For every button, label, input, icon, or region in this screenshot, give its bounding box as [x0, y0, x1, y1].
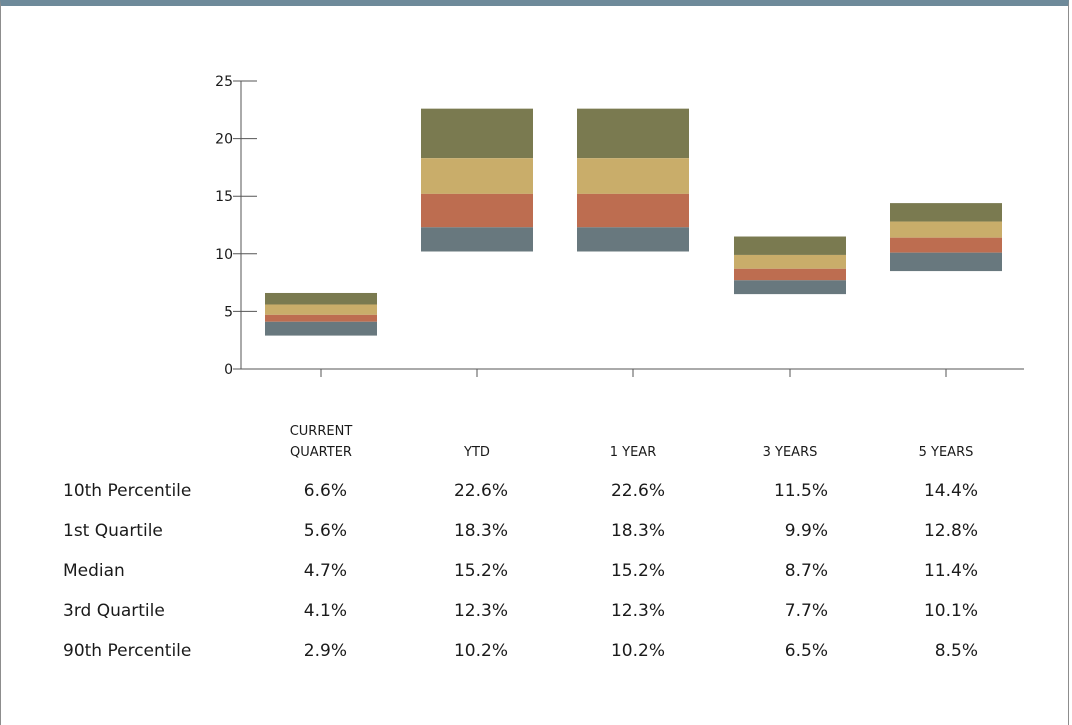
- bar-segment-3rd-quartile-to-90th: [265, 321, 377, 336]
- column-header: YTD: [417, 442, 537, 463]
- y-tick-label: 20: [215, 132, 233, 148]
- table-cell: 8.5%: [934, 641, 978, 661]
- bar-segment-10th-to-1st-quartile: [890, 203, 1002, 222]
- column-header-line: QUARTER: [290, 445, 352, 460]
- bar-segment-10th-to-1st-quartile: [734, 236, 846, 255]
- table-cell: 7.7%: [784, 601, 828, 621]
- bar-segment-1st-quartile-to-median: [890, 221, 1002, 238]
- column-header: 5 YEARS: [886, 442, 1006, 463]
- column-header: 3 YEARS: [730, 442, 850, 463]
- bar-segment-1st-quartile-to-median: [577, 158, 689, 194]
- y-tick-label: 15: [215, 189, 233, 205]
- table-cell: 22.6%: [453, 481, 508, 501]
- column-header: CURRENT QUARTER: [261, 421, 381, 463]
- table-cell: 5.6%: [303, 521, 347, 541]
- table-cell: 15.2%: [453, 561, 508, 581]
- bar-segment-10th-to-1st-quartile: [265, 292, 377, 305]
- bar-segment-1st-quartile-to-median: [265, 304, 377, 315]
- table-cell: 4.1%: [303, 601, 347, 621]
- y-tick-label: 5: [224, 304, 233, 320]
- table-cell: 11.4%: [923, 561, 978, 581]
- bar-segment-3rd-quartile-to-90th: [421, 227, 533, 252]
- bar-segment-1st-quartile-to-median: [734, 254, 846, 269]
- table-cell: 12.3%: [453, 601, 508, 621]
- table-row-label: 1st Quartile: [63, 521, 163, 541]
- column-header-line: CURRENT: [289, 424, 353, 439]
- floating-bar-chart: 0 5 10 15 20 25: [215, 74, 1024, 378]
- table-cell: 6.6%: [303, 481, 347, 501]
- table-cell: 11.5%: [773, 481, 828, 501]
- table-cell: 2.9%: [303, 641, 347, 661]
- table-cell: 22.6%: [610, 481, 665, 501]
- bar-segment-3rd-quartile-to-90th: [734, 280, 846, 295]
- table-row-label: 90th Percentile: [63, 641, 192, 661]
- table-cell: 10.2%: [453, 641, 508, 661]
- bar-segment-median-to-3rd-quartile: [734, 268, 846, 281]
- table-cell: 15.2%: [610, 561, 665, 581]
- bar-segment-1st-quartile-to-median: [421, 158, 533, 194]
- bar-segment-median-to-3rd-quartile: [421, 193, 533, 228]
- bar-segment-10th-to-1st-quartile: [577, 108, 689, 159]
- y-tick-label: 0: [224, 362, 233, 378]
- table-cell: 12.8%: [923, 521, 978, 541]
- table-cell: 10.2%: [610, 641, 665, 661]
- table-cell: 18.3%: [610, 521, 665, 541]
- table-row-label: 10th Percentile: [63, 481, 192, 501]
- table-row-label: Median: [63, 561, 125, 581]
- table-cell: 10.1%: [923, 601, 978, 621]
- table-cell: 14.4%: [923, 481, 978, 501]
- bar-segment-3rd-quartile-to-90th: [890, 252, 1002, 272]
- column-header-line: 5 YEARS: [918, 445, 974, 460]
- column-header-line: 1 YEAR: [609, 445, 657, 460]
- table-cell: 6.5%: [784, 641, 828, 661]
- bar-segment-median-to-3rd-quartile: [265, 314, 377, 322]
- column-header: 1 YEAR: [573, 442, 693, 463]
- table-cell: 12.3%: [610, 601, 665, 621]
- y-tick-label: 25: [215, 74, 233, 90]
- bar-segment-10th-to-1st-quartile: [421, 108, 533, 159]
- table-cell: 4.7%: [303, 561, 347, 581]
- table-cell: 18.3%: [453, 521, 508, 541]
- table-cell: 8.7%: [784, 561, 828, 581]
- bar-segment-median-to-3rd-quartile: [890, 237, 1002, 253]
- bar-segment-3rd-quartile-to-90th: [577, 227, 689, 252]
- column-header-line: YTD: [464, 445, 490, 460]
- table-cell: 9.9%: [784, 521, 828, 541]
- column-header-line: 3 YEARS: [762, 445, 818, 460]
- bar-segment-median-to-3rd-quartile: [577, 193, 689, 228]
- y-tick-label: 10: [215, 247, 233, 263]
- table-row-label: 3rd Quartile: [63, 601, 165, 621]
